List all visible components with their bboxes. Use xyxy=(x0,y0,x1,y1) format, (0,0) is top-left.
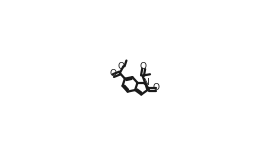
Text: O: O xyxy=(110,69,117,78)
Text: N: N xyxy=(142,78,149,87)
Text: O: O xyxy=(140,62,147,71)
Text: O: O xyxy=(118,62,125,71)
Text: O: O xyxy=(153,83,160,92)
